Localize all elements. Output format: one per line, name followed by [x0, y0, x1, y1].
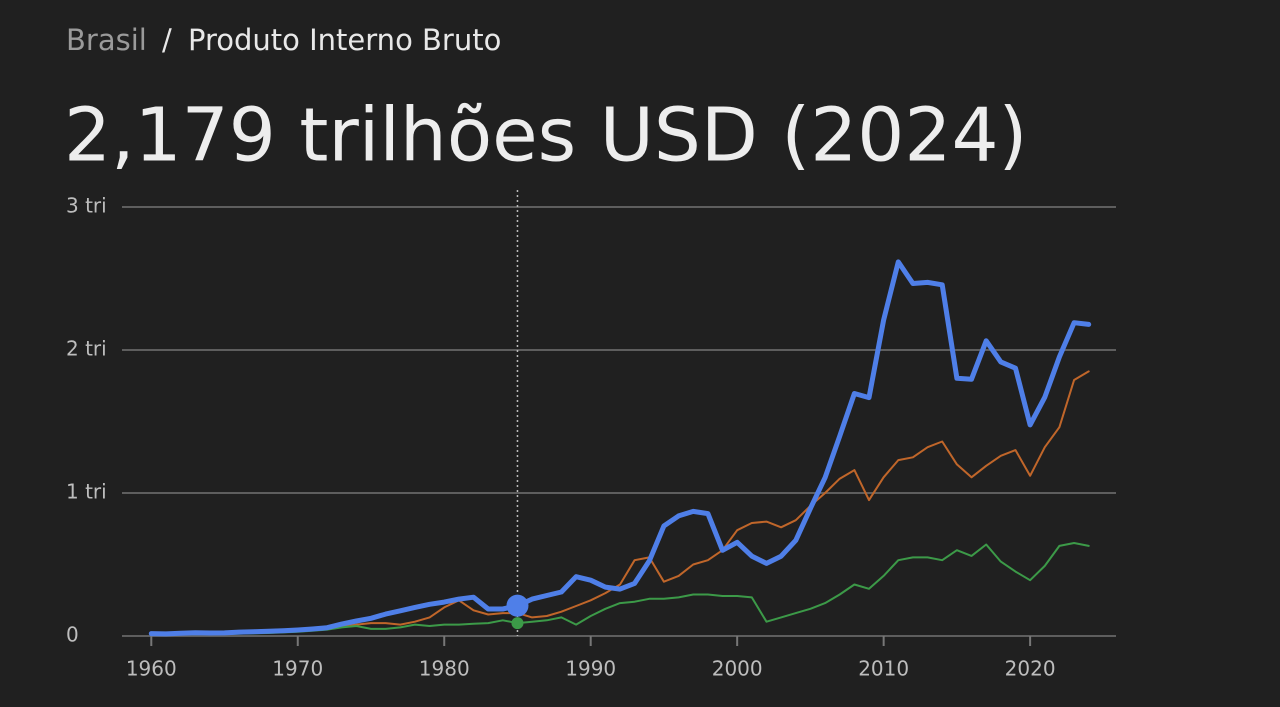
y-tick-label: 1 tri	[66, 480, 107, 504]
x-tick-label: 2010	[858, 657, 909, 681]
y-tick-label: 3 tri	[66, 194, 107, 218]
x-tick-label: 1960	[126, 657, 177, 681]
breadcrumb-current: Produto Interno Bruto	[188, 23, 501, 57]
series-line	[148, 259, 1092, 637]
x-tick-label: 2000	[712, 657, 763, 681]
x-tick-label: 1980	[419, 657, 470, 681]
x-tick-label: 2020	[1005, 657, 1056, 681]
x-tick-label: 1990	[565, 657, 616, 681]
y-tick-label: 2 tri	[66, 337, 107, 361]
chart-title: 2,179 trilhões USD (2024)	[64, 93, 1027, 179]
hover-point	[511, 617, 524, 630]
breadcrumb-parent[interactable]: Brasil	[66, 23, 147, 57]
y-tick-label: 0	[66, 623, 79, 647]
hover-point	[506, 594, 529, 617]
x-tick-label: 1970	[272, 657, 323, 681]
breadcrumb-separator: /	[162, 23, 172, 57]
